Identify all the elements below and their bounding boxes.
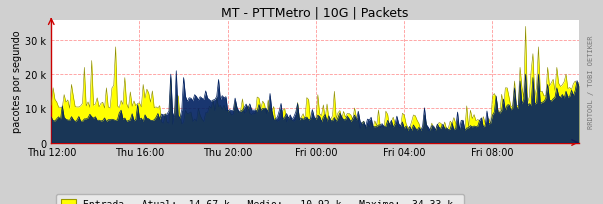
Title: MT - PTTMetro | 10G | Packets: MT - PTTMetro | 10G | Packets	[221, 6, 409, 19]
Text: RRDTOOL / TOBI OETIKER: RRDTOOL / TOBI OETIKER	[588, 35, 594, 128]
Legend: Entrada   Atual:  14.67 k   Medio:   10.92 k   Maximo:  34.33 k, Saida      Atua: Entrada Atual: 14.67 k Medio: 10.92 k Ma…	[56, 194, 464, 204]
Y-axis label: pacotes por segundo: pacotes por segundo	[13, 31, 22, 133]
